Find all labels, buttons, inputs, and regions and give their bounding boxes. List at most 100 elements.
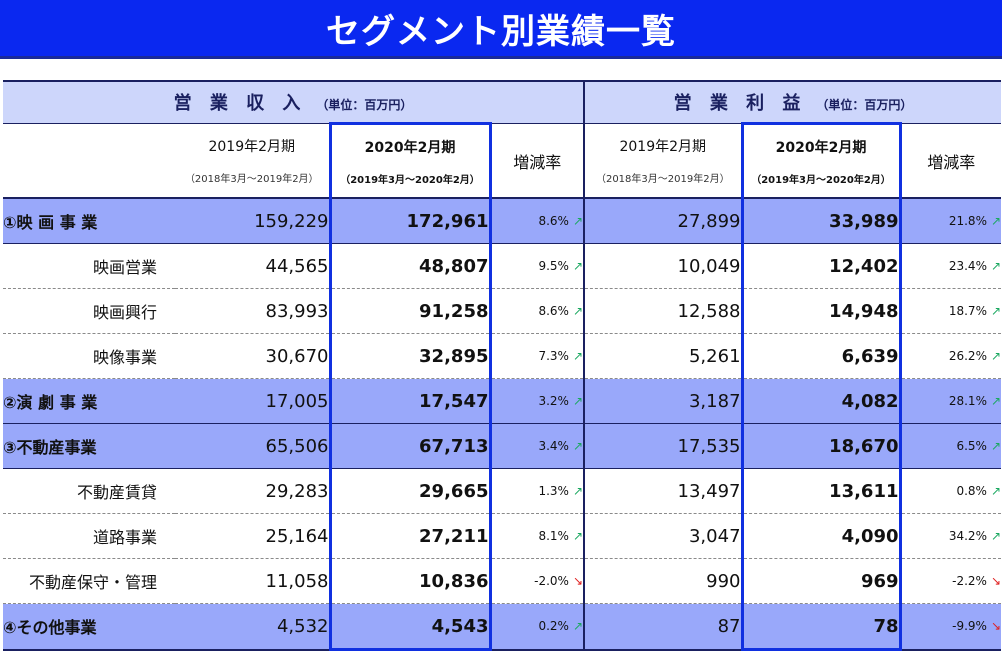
- arrow-up-icon: ↗: [990, 259, 1002, 273]
- profit-unit: （単位：百万円）: [816, 98, 913, 112]
- pro-curr-value: 969: [740, 558, 902, 604]
- rate-text: 0.8%: [956, 484, 987, 498]
- pro-curr-value: 6,639: [740, 333, 902, 379]
- rate-text: 3.2%: [538, 394, 569, 408]
- rev-prev-value: 17,005: [175, 378, 330, 424]
- segment-name: ②演 劇 事 業: [3, 378, 175, 424]
- pro-rate-value: 21.8% ↗: [900, 198, 1002, 244]
- range-label: （2019年3月～2020年2月）: [340, 174, 480, 186]
- rev-prev-value: 44,565: [175, 243, 330, 289]
- profit-label: 営 業 利 益: [673, 93, 807, 114]
- rate-text: 9.5%: [538, 259, 569, 273]
- rev-rate-value: 8.6% ↗: [490, 288, 585, 334]
- page-title: セグメント別業績一覧: [326, 11, 676, 52]
- rev-curr-value: 29,665: [328, 468, 492, 514]
- arrow-up-icon: ↗: [990, 484, 1002, 498]
- arrow-up-icon: ↗: [990, 394, 1002, 408]
- period-label: 2019年2月期: [619, 139, 707, 155]
- rate-text: 26.2%: [948, 349, 987, 363]
- pro-curr-value: 33,989: [740, 198, 902, 244]
- arrow-up-icon: ↗: [572, 484, 584, 498]
- table-row: 不動産保守・管理 11,058 10,836 -2.0% ↘ 990 969 -2…: [3, 558, 1002, 604]
- rev-prev-value: 25,164: [175, 513, 330, 559]
- profit-group-header: 営 業 利 益 （単位：百万円）: [583, 80, 1002, 124]
- pro-curr-value: 18,670: [740, 423, 902, 469]
- rev-curr-value: 67,713: [328, 423, 492, 469]
- rev-rate-value: -2.0% ↘: [490, 558, 585, 604]
- rev-prev-value: 11,058: [175, 558, 330, 604]
- pro-curr-value: 4,082: [740, 378, 902, 424]
- arrow-up-icon: ↗: [990, 439, 1002, 453]
- pro-prev-value: 13,497: [583, 468, 743, 514]
- pro-rate-value: -2.2% ↘: [900, 558, 1002, 604]
- rate-text: 7.3%: [538, 349, 569, 363]
- rate-text: -2.0%: [534, 574, 569, 588]
- rate-text: 18.7%: [948, 304, 987, 318]
- arrow-up-icon: ↗: [572, 259, 584, 273]
- table-row: 映画営業 44,565 48,807 9.5% ↗ 10,049 12,402 2…: [3, 243, 1002, 289]
- table-row: 道路事業 25,164 27,211 8.1% ↗ 3,047 4,090 34.…: [3, 513, 1002, 559]
- name-text: 映画営業: [92, 258, 157, 277]
- rate-text: 8.6%: [538, 214, 569, 228]
- rev-prev-header: 2019年2月期 （2018年3月～2019年2月）: [175, 123, 330, 199]
- rev-rate-header: 増減率: [490, 123, 585, 199]
- table-row: 映像事業 30,670 32,895 7.3% ↗ 5,261 6,639 26.…: [3, 333, 1002, 379]
- pro-rate-value: 0.8% ↗: [900, 468, 1002, 514]
- column-header-row: 2019年2月期 （2018年3月～2019年2月） 2020年2月期 （201…: [3, 122, 1002, 199]
- pro-prev-value: 27,899: [583, 198, 743, 244]
- arrow-down-icon: ↘: [990, 574, 1002, 588]
- range-label: （2019年3月～2020年2月）: [751, 174, 891, 186]
- pro-prev-value: 5,261: [583, 333, 743, 379]
- arrow-up-icon: ↗: [990, 304, 1002, 318]
- rev-prev-value: 29,283: [175, 468, 330, 514]
- subsegment-name: 道路事業: [3, 513, 175, 559]
- title-banner: セグメント別業績一覧: [0, 0, 1002, 59]
- name-text: 映像事業: [92, 348, 157, 367]
- name-text: 不動産賃貸: [76, 483, 157, 502]
- arrow-up-icon: ↗: [572, 304, 584, 318]
- name-text: ②演 劇 事 業: [3, 393, 98, 412]
- pro-prev-value: 3,047: [583, 513, 743, 559]
- pro-prev-value: 3,187: [583, 378, 743, 424]
- arrow-up-icon: ↗: [990, 349, 1002, 363]
- revenue-unit: （単位：百万円）: [316, 98, 413, 112]
- name-text: 映画興行: [92, 303, 157, 322]
- rev-rate-value: 9.5% ↗: [490, 243, 585, 289]
- pro-prev-header: 2019年2月期 （2018年3月～2019年2月）: [583, 123, 743, 199]
- pro-rate-value: 18.7% ↗: [900, 288, 1002, 334]
- table-row: ③不動産事業 65,506 67,713 3.4% ↗ 17,535 18,670…: [3, 423, 1002, 469]
- pro-rate-value: 26.2% ↗: [900, 333, 1002, 379]
- arrow-up-icon: ↗: [572, 619, 584, 634]
- rev-rate-value: 3.2% ↗: [490, 378, 585, 424]
- group-header-row: 営 業 収 入 （単位：百万円） 営 業 利 益 （単位：百万円）: [3, 80, 1002, 124]
- rate-text: 34.2%: [948, 529, 987, 543]
- arrow-down-icon: ↘: [572, 574, 584, 588]
- rate-text: 8.6%: [538, 304, 569, 318]
- rate-text: 3.4%: [538, 439, 569, 453]
- name-text: ①映 画 事 業: [3, 213, 98, 232]
- rate-text: 0.2%: [538, 619, 569, 634]
- arrow-up-icon: ↗: [572, 349, 584, 363]
- rate-text: 6.5%: [956, 439, 987, 453]
- rev-prev-value: 30,670: [175, 333, 330, 379]
- name-text: ④その他事業: [3, 618, 97, 638]
- arrow-up-icon: ↗: [990, 214, 1002, 228]
- table-body: ①映 画 事 業 159,229 172,961 8.6% ↗ 27,899 33…: [3, 198, 1002, 651]
- rate-text: 21.8%: [948, 214, 987, 228]
- period-label: 2020年2月期: [364, 139, 456, 156]
- arrow-up-icon: ↗: [572, 394, 584, 408]
- table-row: 不動産賃貸 29,283 29,665 1.3% ↗ 13,497 13,611 …: [3, 468, 1002, 514]
- revenue-group-header: 営 業 収 入 （単位：百万円）: [3, 80, 585, 124]
- segment-name: ③不動産事業: [3, 423, 175, 469]
- rate-text: -2.2%: [952, 574, 987, 588]
- segment-name: ①映 画 事 業: [3, 198, 175, 244]
- pro-prev-value: 12,588: [583, 288, 743, 334]
- subsegment-name: 映画興行: [3, 288, 175, 334]
- rev-curr-value: 48,807: [328, 243, 492, 289]
- pro-prev-value: 17,535: [583, 423, 743, 469]
- pro-prev-value: 990: [583, 558, 743, 604]
- pro-curr-value: 13,611: [740, 468, 902, 514]
- table-row: ②演 劇 事 業 17,005 17,547 3.2% ↗ 3,187 4,082…: [3, 378, 1002, 424]
- subsegment-name: 映像事業: [3, 333, 175, 379]
- rev-prev-value: 65,506: [175, 423, 330, 469]
